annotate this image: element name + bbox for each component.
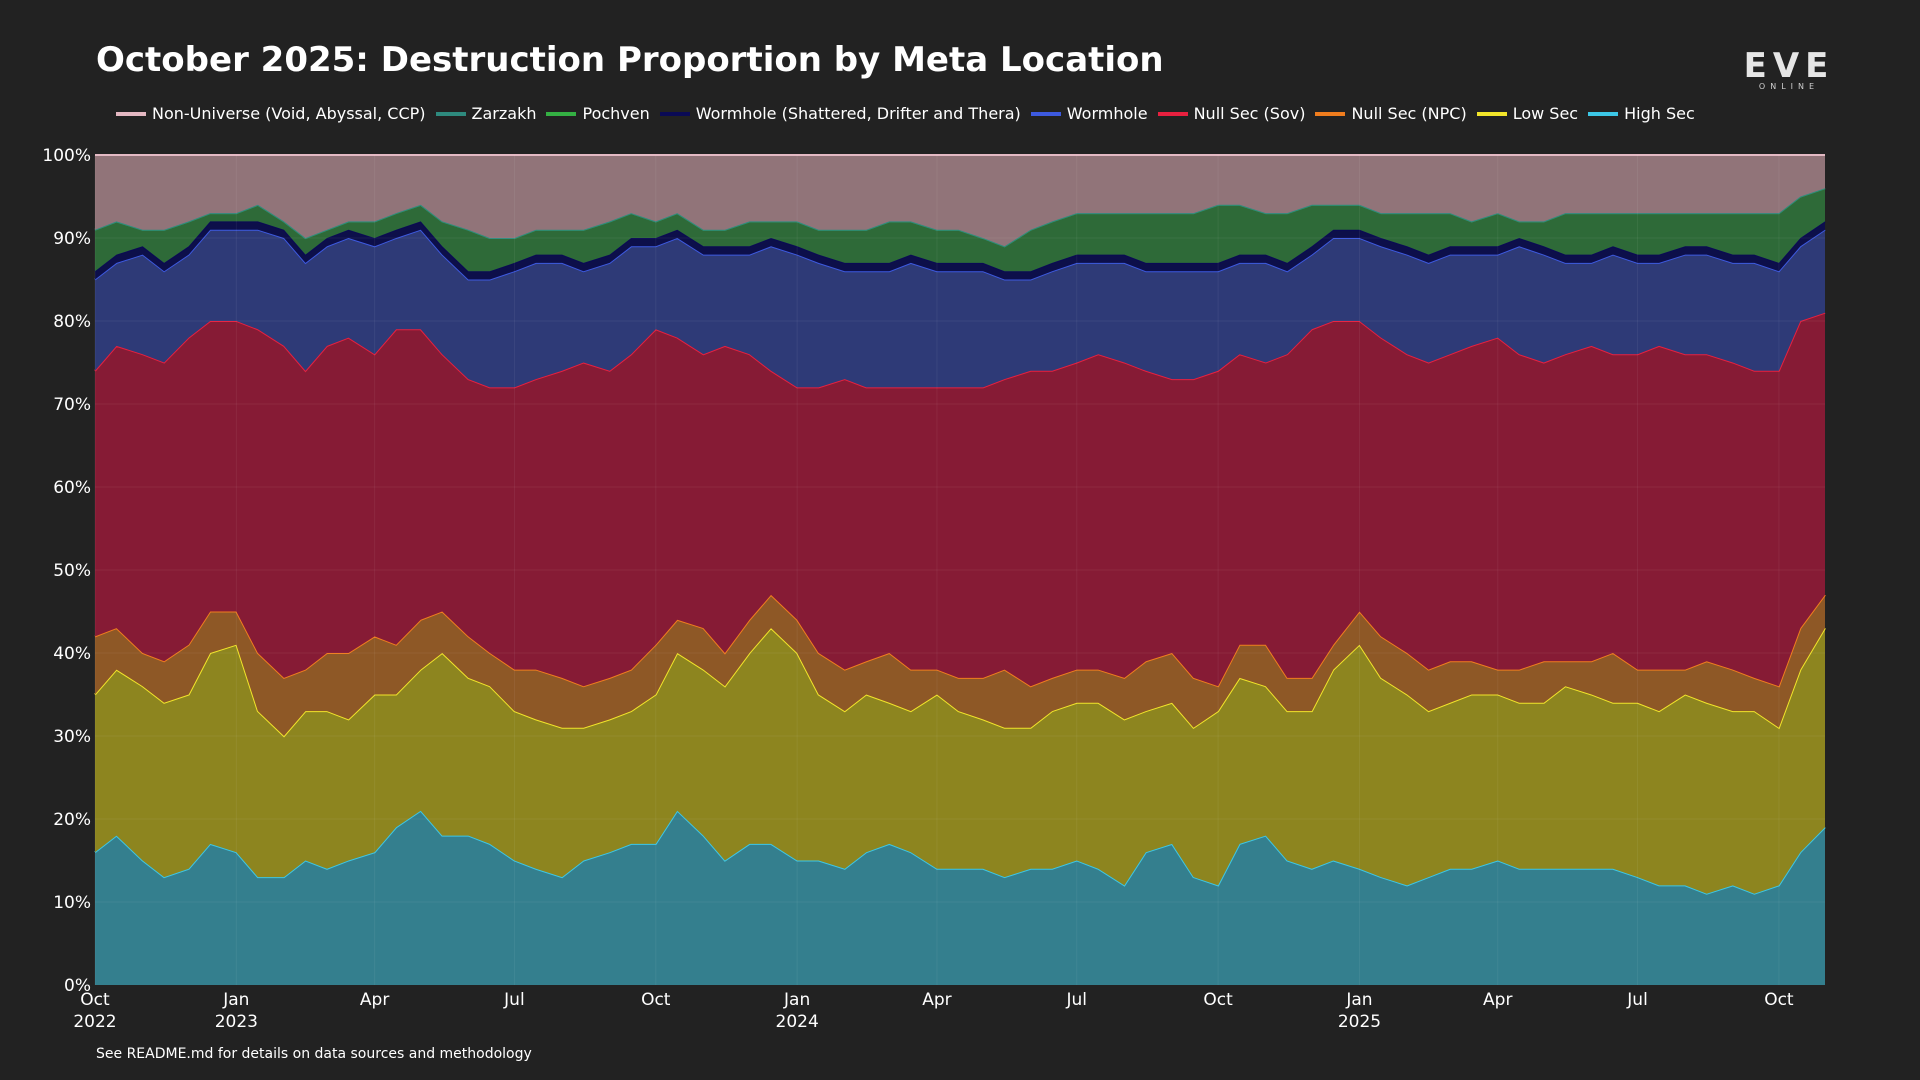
- legend-swatch: [1315, 111, 1346, 116]
- x-tick-label: Apr: [1483, 990, 1512, 1010]
- legend-swatch: [1157, 111, 1188, 116]
- legend-swatch: [546, 111, 577, 116]
- y-tick-label: 30%: [53, 727, 91, 747]
- x-tick-label: Jan: [222, 990, 249, 1010]
- x-tick-label: Jan: [1345, 990, 1372, 1010]
- legend-label: Wormhole: [1066, 104, 1148, 123]
- footnote: See README.md for details on data source…: [96, 1046, 532, 1062]
- y-tick-label: 70%: [53, 395, 91, 415]
- legend-item-low-sec: Low Sec: [1476, 104, 1579, 123]
- x-tick-label: Oct: [1203, 990, 1233, 1010]
- y-tick-label: 100%: [42, 146, 91, 166]
- legend-item-null-sec-sov: Null Sec (Sov): [1157, 104, 1306, 123]
- y-tick-label: 10%: [53, 893, 91, 913]
- legend-swatch: [1588, 111, 1619, 116]
- logo-mark: EVE: [1743, 46, 1835, 86]
- x-tick-label: Jul: [1626, 990, 1648, 1010]
- area-null-sec-npc: [95, 594, 1825, 736]
- legend-item-wormhole-shattered-drifter-and-thera: Wormhole (Shattered, Drifter and Thera): [659, 104, 1021, 123]
- y-tick-label: 60%: [53, 478, 91, 498]
- legend-swatch: [116, 111, 146, 116]
- legend-swatch: [659, 111, 690, 116]
- legend-label: High Sec: [1624, 104, 1695, 123]
- y-tick-label: 20%: [53, 810, 91, 830]
- chart-legend: Non-Universe (Void, Abyssal, CCP) Zarzakh…: [116, 104, 1705, 123]
- y-tick-label: 50%: [53, 561, 91, 581]
- legend-item-high-sec: High Sec: [1588, 104, 1695, 123]
- chart-title: October 2025: Destruction Proportion by …: [96, 40, 1164, 80]
- area-low-sec: [95, 628, 1825, 894]
- legend-swatch: [435, 111, 466, 116]
- legend-label: Low Sec: [1512, 104, 1579, 123]
- x-tick-label: Oct: [641, 990, 671, 1010]
- legend-item-null-sec-npc: Null Sec (NPC): [1315, 104, 1467, 123]
- legend-label: Zarzakh: [471, 104, 537, 123]
- x-tick-year-label: 2024: [776, 1012, 819, 1032]
- x-tick-label: Jul: [1066, 990, 1088, 1010]
- legend-swatch: [1476, 111, 1507, 116]
- y-tick-label: 80%: [53, 312, 91, 332]
- x-tick-year-label: 2022: [73, 1012, 116, 1032]
- area-non-universe-void-abyssal-ccp: [95, 155, 1825, 247]
- x-tick-label: Jul: [503, 990, 525, 1010]
- y-tick-label: 90%: [53, 229, 91, 249]
- legend-label: Pochven: [582, 104, 650, 123]
- legend-label: Non-Universe (Void, Abyssal, CCP): [152, 104, 426, 123]
- area-null-sec-sov: [95, 312, 1825, 687]
- x-tick-label: Oct: [1764, 990, 1794, 1010]
- legend-item-wormhole: Wormhole: [1030, 104, 1148, 123]
- legend-item-zarzakh: Zarzakh: [435, 104, 537, 123]
- legend-label: Null Sec (Sov): [1193, 104, 1306, 123]
- x-tick-year-label: 2025: [1338, 1012, 1381, 1032]
- area-wormhole-shattered-drifter-and-thera: [95, 221, 1825, 280]
- area-high-sec: [95, 810, 1825, 985]
- y-tick-label: 0%: [64, 976, 91, 996]
- legend-item-non-universe-void-abyssal-ccp: Non-Universe (Void, Abyssal, CCP): [116, 104, 426, 123]
- eve-online-logo: EVE ONLINE: [1734, 48, 1844, 91]
- x-tick-label: Apr: [360, 990, 389, 1010]
- legend-item-pochven: Pochven: [546, 104, 650, 123]
- legend-swatch: [1030, 111, 1061, 116]
- y-tick-label: 40%: [53, 644, 91, 664]
- x-tick-year-label: 2023: [215, 1012, 258, 1032]
- area-wormhole: [95, 229, 1825, 388]
- x-tick-label: Jan: [783, 990, 810, 1010]
- x-tick-label: Oct: [80, 990, 110, 1010]
- legend-label: Null Sec (NPC): [1351, 104, 1467, 123]
- legend-label: Wormhole (Shattered, Drifter and Thera): [695, 104, 1021, 123]
- x-tick-label: Apr: [922, 990, 951, 1010]
- area-pochven: [95, 188, 1825, 272]
- logo-subtext: ONLINE: [1758, 82, 1820, 91]
